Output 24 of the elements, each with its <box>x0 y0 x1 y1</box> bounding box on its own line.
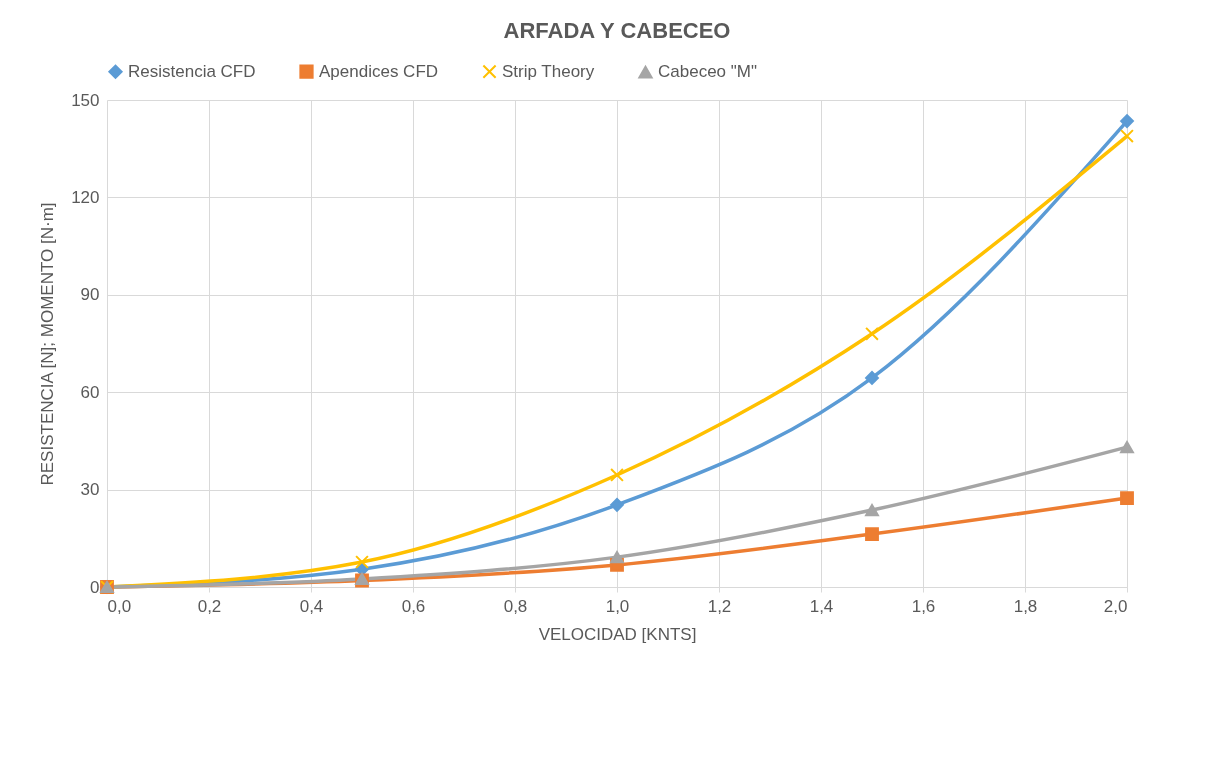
x-tick-label: 0,8 <box>503 596 528 616</box>
y-tick-label: 0 <box>90 577 100 597</box>
y-axis-title: RESISTENCIA [N]; MOMENTO [N·m] <box>38 202 58 486</box>
x-tick-label: 1,8 <box>1013 596 1038 616</box>
y-tick-label: 120 <box>71 187 100 207</box>
y-tick-label: 30 <box>80 480 100 500</box>
legend-label: Resistencia CFD <box>128 61 256 81</box>
x-tick-label: 0,4 <box>299 596 324 616</box>
x-axis-title: VELOCIDAD [KNTS] <box>538 624 697 644</box>
x-tick-label: 0,0 <box>107 596 132 616</box>
x-tick-label: 0,2 <box>197 596 222 616</box>
y-tick-label: 150 <box>71 90 100 110</box>
y-tick-label: 60 <box>80 382 100 402</box>
x-tick-label: 2,0 <box>1103 596 1128 616</box>
x-tick-label: 1,0 <box>605 596 630 616</box>
x-tick-label: 0,6 <box>401 596 426 616</box>
x-tick-label: 1,6 <box>911 596 936 616</box>
legend-label: Strip Theory <box>502 61 595 81</box>
x-tick-label: 1,2 <box>707 596 732 616</box>
x-tick-label: 1,4 <box>809 596 834 616</box>
legend-label: Cabeceo "M" <box>658 62 758 82</box>
y-tick-label: 90 <box>80 285 100 305</box>
legend-label: Apendices CFD <box>319 61 439 81</box>
chart-title: ARFADA Y CABECEO <box>503 18 731 43</box>
